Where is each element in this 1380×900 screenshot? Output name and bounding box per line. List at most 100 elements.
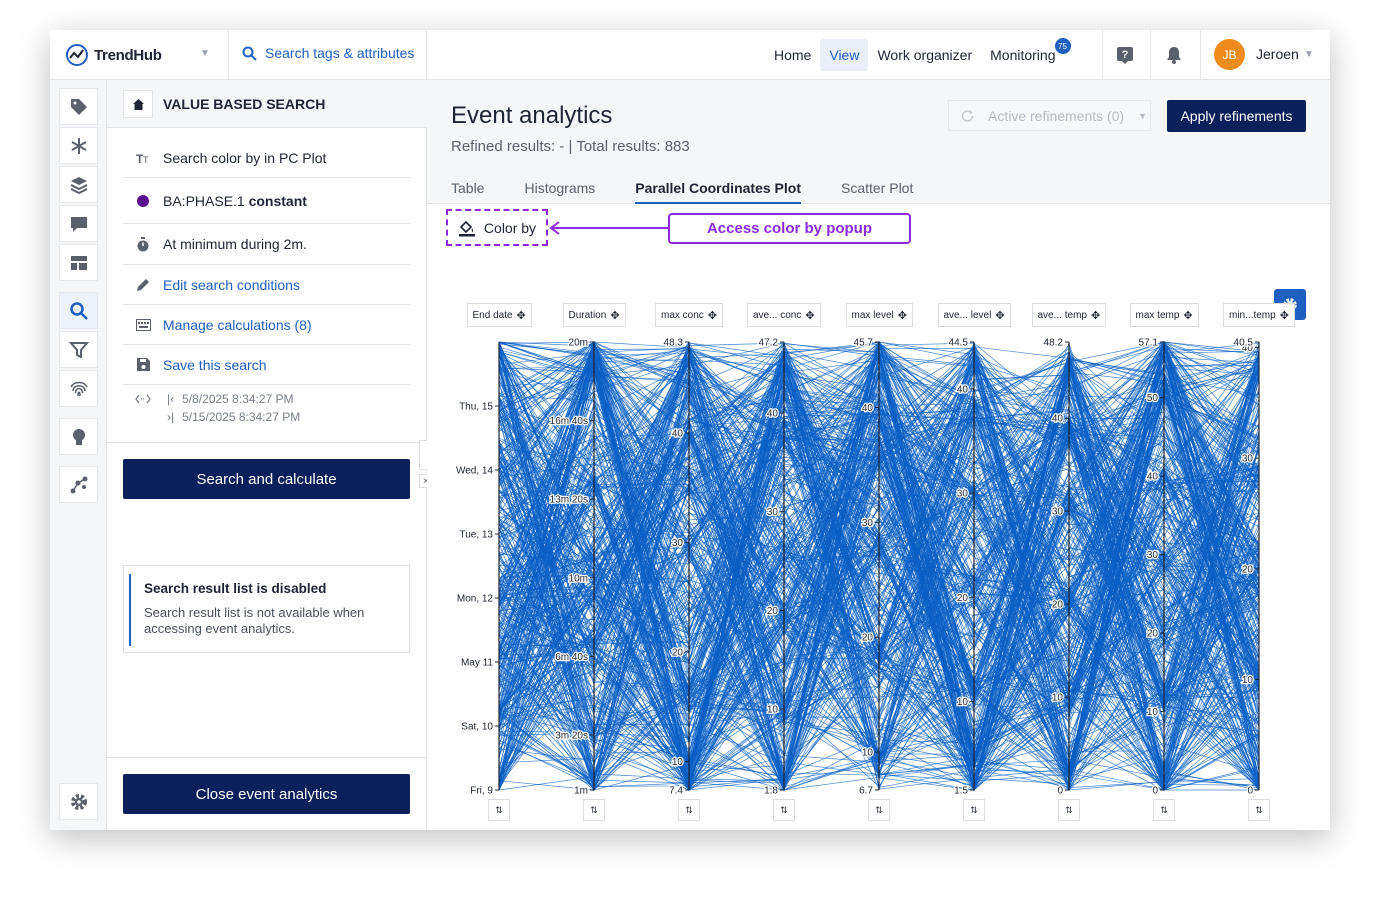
move-arrows-icon[interactable]: ✥ [1090, 309, 1101, 322]
pcp-axis-name: ave... conc [753, 309, 802, 321]
pcp-tick-label: 30 [1147, 550, 1159, 561]
pcp-axis-label[interactable]: Duration ✥ [562, 303, 626, 327]
pcp-tick-label: 48.3 [664, 338, 684, 349]
save-search-link[interactable]: Save this search [123, 345, 411, 385]
notice-text: Search result list is not available when… [144, 605, 365, 636]
manage-calculations-link[interactable]: Manage calculations (8) [123, 305, 411, 345]
condition-tag[interactable]: BA:PHASE.1 constant [123, 179, 411, 224]
pcp-tick-label: 50 [1147, 393, 1159, 404]
analytics-header: Event analytics Refined results: - | Tot… [427, 80, 1330, 204]
rail-insights[interactable] [59, 418, 98, 455]
move-arrows-icon[interactable]: ✥ [516, 309, 526, 322]
edit-search-link[interactable]: Edit search conditions [123, 265, 411, 305]
pcp-axis-label[interactable]: ave... temp ✥ [1031, 303, 1107, 327]
help-icon[interactable]: ? [1113, 43, 1137, 67]
pcp-tick-label: 40 [672, 428, 684, 439]
move-arrows-icon[interactable]: ✥ [995, 309, 1005, 322]
nav-monitoring[interactable]: Monitoring 75 [981, 38, 1071, 71]
home-button[interactable] [123, 90, 153, 118]
user-name[interactable]: Jeroen [1256, 46, 1299, 62]
rail-value-search[interactable] [59, 292, 98, 329]
date-start: 5/8/2025 8:34:27 PM [182, 392, 294, 406]
condition-tag-name: BA:PHASE.1 [163, 193, 245, 209]
rail-fingerprint[interactable] [59, 370, 98, 407]
pcp-tick-label: 40 [862, 403, 874, 414]
brand-chevron-down-icon[interactable]: ▼ [200, 48, 210, 59]
callout-arrow-icon [549, 221, 670, 235]
pcp-tick-label: 20 [1242, 564, 1254, 575]
date-end: 5/15/2025 8:34:27 PM [182, 410, 301, 424]
tab-histograms[interactable]: Histograms [524, 180, 596, 196]
move-arrows-icon[interactable]: ✥ [610, 309, 620, 322]
pcp-tick-label: 47.2 [759, 338, 779, 349]
rail-tags[interactable] [59, 88, 98, 125]
avatar[interactable]: JB [1214, 39, 1245, 70]
pcp-tick-label: 30 [862, 518, 874, 529]
user-chevron-down-icon[interactable]: ▼ [1304, 49, 1314, 60]
color-by-button[interactable]: Color by [446, 209, 548, 246]
nav-work-organizer[interactable]: Work organizer [877, 47, 973, 63]
bell-icon[interactable] [1162, 43, 1186, 67]
rail-comments[interactable] [59, 205, 98, 242]
rail-filter[interactable] [59, 331, 98, 368]
rail-diagnostics[interactable] [59, 127, 98, 164]
search-and-calculate-button[interactable]: Search and calculate [123, 459, 410, 499]
rail-patterns[interactable] [59, 466, 98, 503]
pcp-axis-label[interactable]: ave... level ✥ [937, 303, 1011, 327]
parallel-coordinates-plot[interactable]: Fri, 9 Sat, 10 May 11 Mon, 12 Tue, 13 Wed, 14… [427, 80, 1330, 830]
brand-logo[interactable]: TrendHub [66, 43, 162, 67]
move-arrows-icon[interactable]: ✥ [1279, 309, 1289, 322]
pcp-tick-label: Thu, 15 [459, 402, 493, 413]
condition-duration[interactable]: At minimum during 2m. [123, 224, 411, 265]
pencil-icon [135, 278, 151, 292]
pcp-axis-label[interactable]: max conc ✥ [655, 303, 724, 327]
event-analytics: Event analytics Refined results: - | Tot… [427, 80, 1330, 830]
date-start-row: |‹ 5/8/2025 8:34:27 PM [167, 392, 294, 406]
pcp-axis-label[interactable]: max temp ✥ [1129, 303, 1199, 327]
search-icon [242, 46, 257, 61]
pcp-axis-name: max conc [661, 309, 704, 321]
pcp-axis-label[interactable]: max level ✥ [845, 303, 913, 327]
axis-sort-button[interactable]: ⇅ [963, 799, 985, 821]
tab-parallel-coordinates[interactable]: Parallel Coordinates Plot [635, 180, 801, 204]
axis-sort-button[interactable]: ⇅ [1058, 799, 1080, 821]
pcp-tick-label: May 11 [461, 658, 493, 669]
move-arrows-icon[interactable]: ✥ [805, 309, 815, 322]
nav-home[interactable]: Home [774, 47, 812, 63]
pcp-axis-label[interactable]: End date ✥ [466, 303, 532, 327]
axis-sort-button[interactable]: ⇅ [868, 799, 890, 821]
move-arrows-icon[interactable]: ✥ [897, 309, 907, 322]
pcp-axis-label[interactable]: ave... conc ✥ [747, 303, 821, 327]
pcp-tick-label: 10 [957, 697, 969, 708]
edit-search-label: Edit search conditions [163, 276, 300, 293]
tag-search[interactable]: Search tags & attributes [242, 45, 414, 61]
move-arrows-icon[interactable]: ✥ [1183, 309, 1193, 322]
pcp-tick-label: 10 [672, 757, 684, 768]
axis-sort-button[interactable]: ⇅ [773, 799, 795, 821]
axis-sort-button[interactable]: ⇅ [488, 799, 510, 821]
rail-layers[interactable] [59, 166, 98, 203]
close-event-analytics-button[interactable]: Close event analytics [123, 774, 410, 814]
pcp-tick-label: 30 [957, 489, 969, 500]
move-arrows-icon[interactable]: ✥ [707, 309, 718, 322]
axis-sort-button[interactable]: ⇅ [678, 799, 700, 821]
tab-table[interactable]: Table [451, 180, 485, 196]
rail-dashboard[interactable] [59, 244, 98, 281]
monitoring-count-badge: 75 [1054, 38, 1071, 54]
pcp-axis-label[interactable]: min...temp ✥ [1223, 303, 1295, 327]
active-refinements-dropdown[interactable]: Active refinements (0) ▼ [948, 100, 1151, 131]
rail-settings[interactable] [59, 783, 98, 820]
purple-dot-icon [135, 195, 151, 207]
tab-scatter-plot[interactable]: Scatter Plot [840, 180, 914, 196]
axis-sort-button[interactable]: ⇅ [1153, 799, 1175, 821]
pcp-tick-label: 48.2 [1044, 338, 1064, 349]
nav-view[interactable]: View [820, 39, 869, 71]
apply-refinements-button[interactable]: Apply refinements [1167, 100, 1306, 132]
axis-sort-button[interactable]: ⇅ [1248, 799, 1270, 821]
pcp-tick-label: 0 [1057, 786, 1063, 797]
tag-icon [70, 98, 87, 115]
axis-sort-button[interactable]: ⇅ [583, 799, 605, 821]
pcp-tick-label: 10 [1242, 675, 1254, 686]
pcp-tick-label: 3m 20s [555, 730, 588, 741]
